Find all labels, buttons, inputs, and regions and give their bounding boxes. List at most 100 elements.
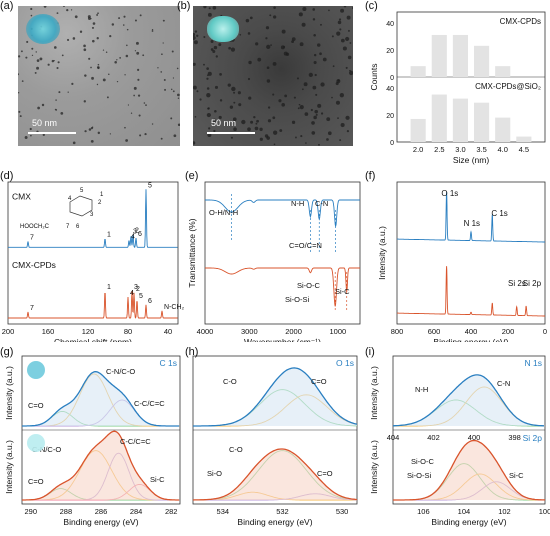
tem-particle [229,105,234,109]
tem-particle [26,40,29,43]
tick-label: 400 [465,327,478,336]
tem-particles [193,6,353,146]
structure-label: 7 [66,224,70,230]
axis-label: Transmittance (%) [187,218,197,287]
tem-particle [134,50,137,52]
component-label: Si-C [509,471,524,480]
tem-particle [97,66,100,70]
tem-particle [51,59,55,63]
tem-particle [239,33,242,36]
band-label: N-H [291,199,304,208]
axis-label: Binding energy (eV) [431,517,506,527]
tem-particle [295,136,297,139]
envelope-fill [22,431,180,500]
tem-particle [139,14,142,17]
tem-particle [127,104,130,106]
component-label: C=O [28,401,44,410]
tem-particle [118,17,121,20]
tem-particle [331,35,334,38]
tem-particle [320,112,324,115]
axis-label: Intensity (a.u.) [4,366,14,420]
bar [516,136,532,142]
tem-particle [203,63,205,66]
tem-particle [339,28,342,31]
tick-label: 100 [539,507,550,516]
tem-particle [345,66,348,69]
band-label: Si-O-Si [285,295,310,304]
tem-particle [18,55,21,58]
tem-particle [30,7,33,11]
scale-label-a: 50 nm [32,118,58,128]
tem-particle [138,114,141,117]
tem-particle [337,117,339,120]
peak-label: O 1s [441,189,458,198]
tick-label: 282 [165,507,178,516]
panel-label-f: (f) [365,170,376,182]
tem-particle [214,85,219,89]
tem-particle [125,139,129,142]
tem-particle [253,115,256,119]
tem-particle [177,123,180,127]
tick-label: 534 [217,507,230,516]
peak-label: N-CH₂ [164,304,184,311]
panel-d: (d) CMX 7 1 4 3 2 6 5 CMX-CPDs 7 1 4 3 2 5 6 N-CH₂ 7 6 5 4 3 2… [0,170,185,347]
tem-particle [328,9,330,12]
tem-particle [264,134,269,138]
tem-particle [137,94,141,97]
tem-particle [35,51,37,53]
tem-particle [143,102,146,104]
band-label: O-H/N-H [209,208,238,217]
tem-particle [310,108,313,112]
tem-particle [219,73,222,76]
tem-particle [134,19,137,22]
tem-particle [327,131,332,136]
tem-particle [151,123,154,125]
carbon-dot-illustration [27,361,45,379]
size-histogram: CMX-CPDs 0 20 40 CMX-CPDs@SiO₂ 0 20 40 2.0 2.5 3.0… [369,11,546,165]
tem-particle [249,16,253,20]
tem-particle [293,96,296,99]
component-label: C=O [28,477,44,486]
tem-particle [318,143,320,146]
tem-particle [311,131,316,135]
tick-label: 530 [336,507,349,516]
tick-label: 40 [386,21,394,28]
tem-particle [218,115,222,120]
component-label: C-O [223,377,237,386]
panel-label-b: (b) [177,0,191,12]
envelope-fill [22,371,180,426]
tick-label: 80 [124,327,132,336]
tem-particle [34,71,37,74]
tem-image-b: 50 nm [193,6,353,146]
tick-label: 3.5 [476,145,486,154]
bar [452,98,468,142]
tem-particle [296,77,300,80]
tem-particle [255,42,259,46]
tem-particle [349,42,352,44]
tem-particle [297,107,300,110]
structure-label: 3 [90,212,94,218]
plot-frame [396,181,546,325]
tem-particle [162,42,164,44]
tem-particle [36,59,40,62]
tem-particle [348,70,353,76]
tick-label: 2000 [285,327,302,336]
panel-i: (i) N-H C-N Si-O-C Si-O-Si Si-C N 1s Si 2p 404 4… [365,346,550,531]
tem-particle [230,47,236,52]
tem-particle [133,94,135,97]
tem-particle [312,8,316,11]
tem-particle [238,103,242,107]
peak-label: 3 [133,229,137,236]
tem-particle [96,14,99,16]
tick-label: 290 [25,507,38,516]
tem-particle [102,49,105,51]
tem-particle [116,81,119,83]
tem-particle [259,127,263,131]
tem-particle [340,123,345,128]
peak-label: 5 [148,182,152,189]
tem-particle [279,129,283,132]
component-label: C=O [317,469,333,478]
tem-particle [267,119,272,123]
tem-particle [177,97,180,99]
tem-particle [291,120,296,124]
